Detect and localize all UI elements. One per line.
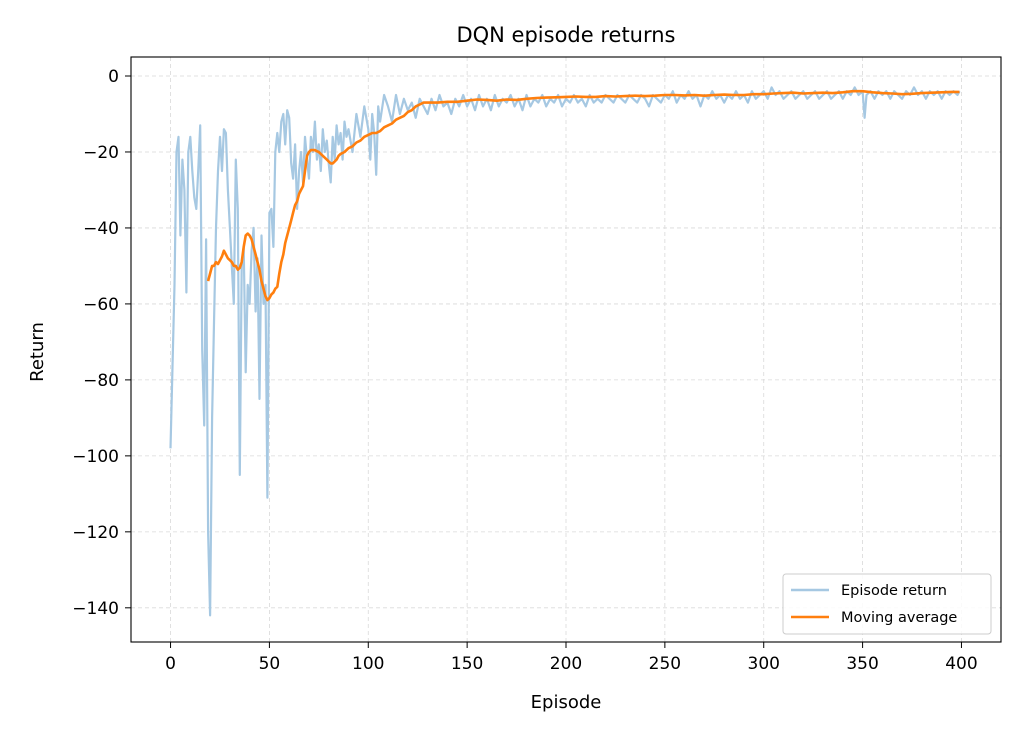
y-axis-label: Return — [27, 322, 48, 382]
y-tick-label: 0 — [108, 67, 119, 87]
y-tick-label: −80 — [83, 371, 119, 391]
x-tick-label: 150 — [451, 654, 483, 674]
y-tick-label: −140 — [72, 599, 119, 619]
x-tick-label: 350 — [846, 654, 878, 674]
y-axis-ticks: 0 −20 −40 −60 −80 −100 −120 −140 — [72, 67, 131, 619]
legend-label-moving-average: Moving average — [841, 610, 957, 626]
y-tick-label: −120 — [72, 523, 119, 543]
series-line-moving-average — [206, 89, 960, 302]
x-tick-label: 50 — [259, 654, 281, 674]
x-tick-label: 0 — [165, 654, 176, 674]
plot-frame — [130, 56, 1002, 643]
x-tick-label: 100 — [352, 654, 384, 674]
y-tick-label: −60 — [83, 295, 119, 315]
x-tick-label: 300 — [748, 654, 780, 674]
y-tick-label: −20 — [83, 143, 119, 163]
legend-box — [782, 573, 992, 635]
legend: Episode return Moving average — [782, 573, 992, 635]
series-lines — [169, 86, 961, 617]
x-tick-label: 250 — [649, 654, 681, 674]
y-tick-label: −100 — [72, 447, 119, 467]
y-tick-label: −40 — [83, 219, 119, 239]
x-tick-label: 400 — [945, 654, 977, 674]
x-axis-ticks: 0 50 100 150 200 250 300 350 400 — [165, 642, 978, 674]
x-axis-label: Episode — [531, 692, 602, 713]
x-tick-label: 200 — [550, 654, 582, 674]
chart-title: DQN episode returns — [456, 23, 675, 47]
legend-label-episode-return: Episode return — [841, 583, 947, 599]
grid — [131, 57, 1001, 642]
